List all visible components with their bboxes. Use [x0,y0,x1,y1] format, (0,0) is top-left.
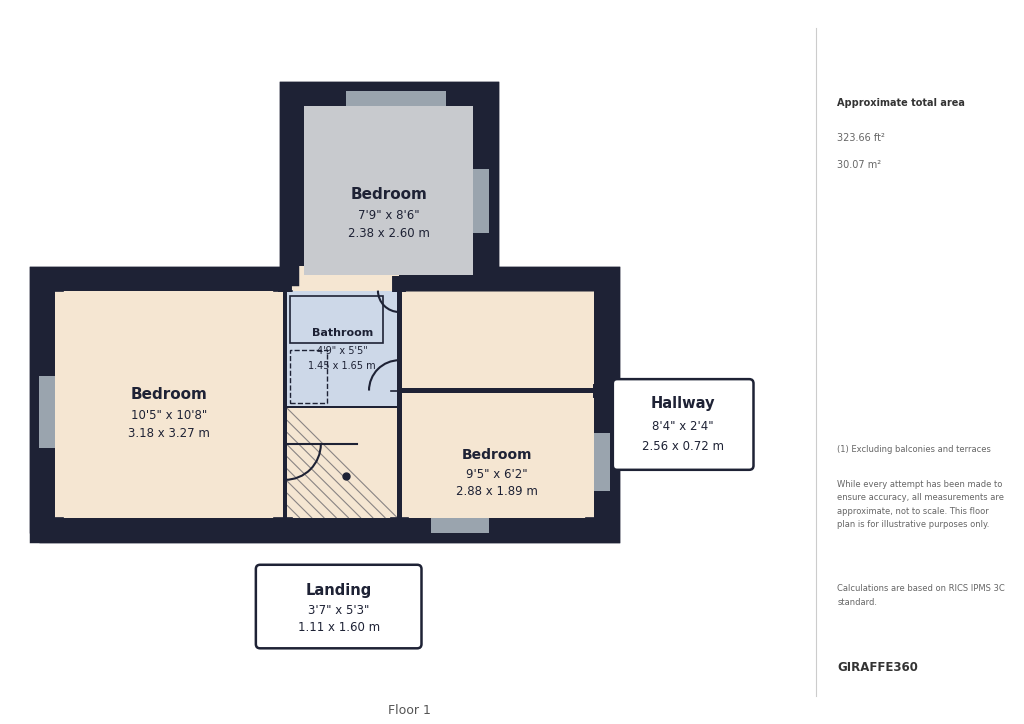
Bar [304,106,473,275]
Bar [399,325,594,408]
Text: GIRAFFE360: GIRAFFE360 [838,661,919,674]
Text: Bedroom: Bedroom [350,187,427,202]
Text: While every attempt has been made to
ensure accuracy, all measurements are
appro: While every attempt has been made to ens… [838,480,1005,529]
Bar [401,292,593,388]
Bar [54,290,285,518]
Text: Calculations are based on RICS IPMS 3C
standard.: Calculations are based on RICS IPMS 3C s… [838,584,1006,607]
Polygon shape [39,90,610,534]
Text: 4'9" x 5'5": 4'9" x 5'5" [316,346,368,356]
Bar [304,106,473,261]
Text: 3.18 x 3.27 m: 3.18 x 3.27 m [128,427,210,440]
Text: 30.07 m²: 30.07 m² [838,161,882,170]
Bar [288,292,397,406]
Text: 8'4" x 2'4": 8'4" x 2'4" [652,420,714,433]
Text: 2.56 x 0.72 m: 2.56 x 0.72 m [642,440,724,453]
Text: 2.38 x 2.60 m: 2.38 x 2.60 m [348,227,430,240]
Text: Hallway: Hallway [651,397,716,411]
Bar [431,518,488,534]
Bar [399,390,594,518]
Text: Bedroom: Bedroom [462,448,532,462]
Text: 10'5" x 10'8": 10'5" x 10'8" [131,409,207,422]
FancyBboxPatch shape [612,379,754,470]
Bar [54,292,283,518]
Text: 2.88 x 1.89 m: 2.88 x 1.89 m [457,486,539,498]
Bar [594,434,610,491]
Text: (1) Excluding balconies and terraces: (1) Excluding balconies and terraces [838,445,991,455]
Bar [54,290,285,518]
Bar [288,408,397,518]
Text: 9'5" x 6'2": 9'5" x 6'2" [466,468,528,481]
Text: 1.45 x 1.65 m: 1.45 x 1.65 m [308,361,376,371]
Text: 7'9" x 8'6": 7'9" x 8'6" [357,209,420,222]
Bar [285,290,399,408]
Bar [399,390,594,518]
Text: 323.66 ft²: 323.66 ft² [838,132,886,143]
Bar [290,350,328,403]
Bar [304,106,473,261]
Bar [39,376,54,447]
Text: 3'7" x 5'3": 3'7" x 5'3" [308,604,370,617]
Text: Landing: Landing [305,583,372,597]
Bar [473,169,488,233]
Text: Bathroom: Bathroom [311,329,373,338]
Bar [285,408,399,518]
Bar [346,90,445,106]
Bar [290,296,383,342]
Text: Floor 1: Floor 1 [388,704,431,717]
Text: Approximate total area: Approximate total area [838,98,966,108]
Text: 1.11 x 1.60 m: 1.11 x 1.60 m [298,621,380,634]
FancyBboxPatch shape [256,565,422,648]
Bar [285,266,399,518]
Bar [399,290,594,390]
Bar [285,290,399,408]
Text: Bedroom: Bedroom [130,387,207,402]
Bar [401,392,593,518]
Bar [399,292,594,390]
Bar [285,290,399,408]
